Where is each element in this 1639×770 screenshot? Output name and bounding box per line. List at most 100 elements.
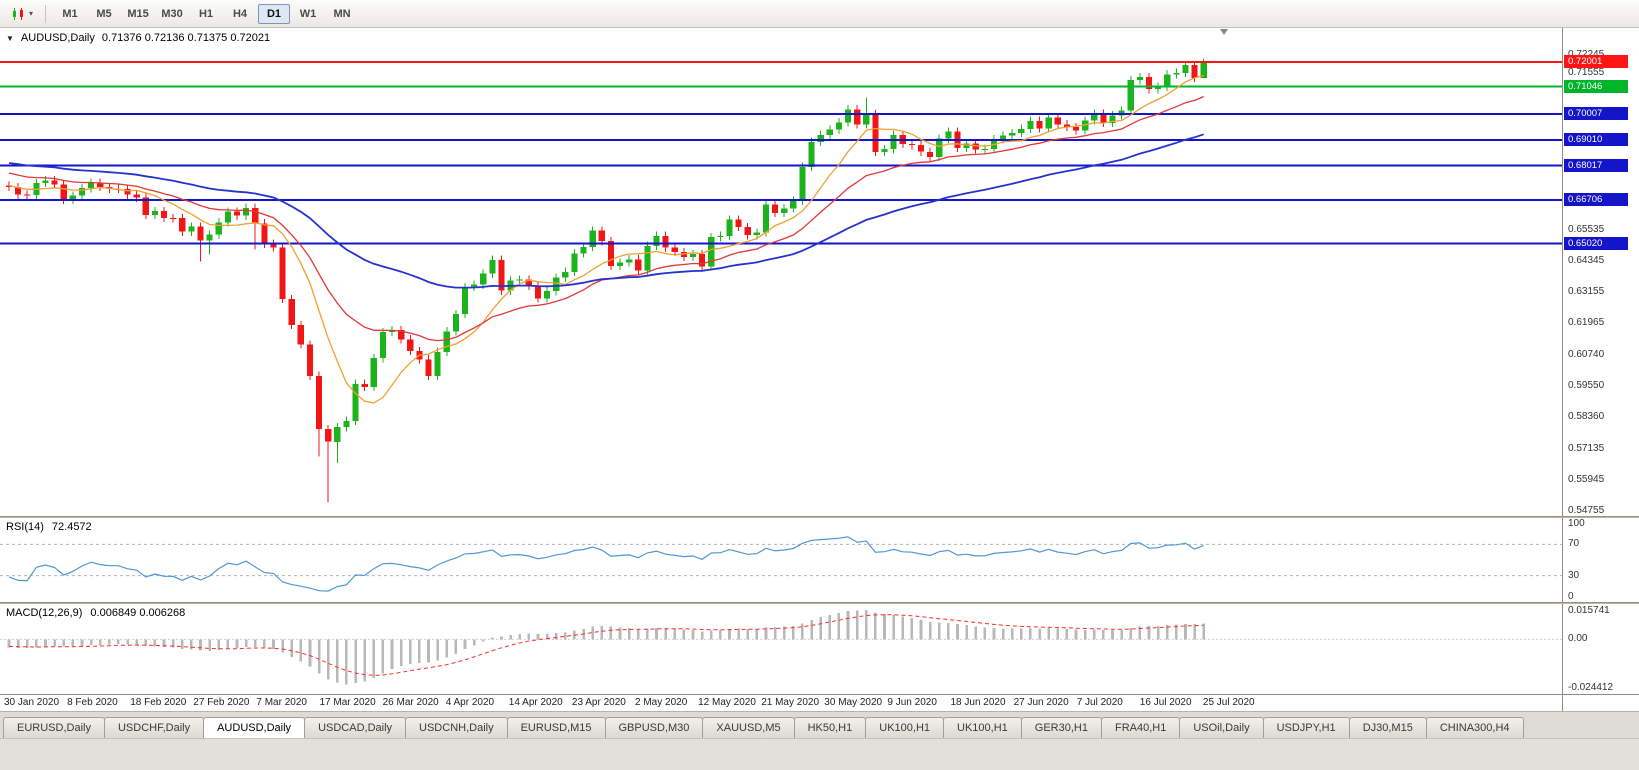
- timeframe-button-m15[interactable]: M15: [127, 7, 149, 20]
- chart-tab-ger30-h1[interactable]: GER30,H1: [1020, 717, 1102, 738]
- timeframe-button-m30[interactable]: M30: [161, 7, 183, 20]
- symbol-dropdown-icon[interactable]: ▼: [6, 33, 14, 43]
- chart-tab-hk50-h1[interactable]: HK50,H1: [793, 717, 867, 738]
- candlestick-chart-icon: [13, 7, 23, 20]
- chart-tab-xauusd-m5[interactable]: XAUUSD,M5: [702, 717, 795, 738]
- rsi-label: RSI(14): [6, 521, 44, 533]
- price-tick: 0.71555: [1568, 67, 1605, 79]
- price-level-badge: 0.71046: [1564, 80, 1628, 94]
- timeframe-toolbar: ▾ M1 M5 M15 M30 H1 H4 D1 W1 MN: [0, 0, 1639, 28]
- timeframe-button-m5[interactable]: M5: [96, 7, 112, 20]
- chart-tab-usoil-daily[interactable]: USOil,Daily: [1179, 717, 1264, 738]
- timeframe-button-h1[interactable]: H1: [198, 7, 214, 20]
- macd-title: MACD(12,26,9) 0.006849 0.006268: [6, 607, 185, 619]
- status-bar: [0, 738, 1639, 770]
- slow-ma-line: [8, 133, 1204, 289]
- chart-title-overlay: ▼ AUDUSD,Daily 0.71376 0.72136 0.71375 0…: [6, 32, 270, 44]
- chart-tab-gbpusd-m30[interactable]: GBPUSD,M30: [604, 717, 704, 738]
- rsi-value: 72.4572: [51, 521, 92, 533]
- panel-splitter[interactable]: [0, 602, 1639, 604]
- price-level-badge: 0.65020: [1564, 237, 1628, 251]
- timeframe-button-mn[interactable]: MN: [333, 7, 351, 20]
- price-tick: 0.54755: [1568, 505, 1605, 516]
- rsi-line: [8, 536, 1204, 592]
- price-tick: 0.61965: [1568, 317, 1605, 329]
- chart-tab-uk100-h1[interactable]: UK100,H1: [943, 717, 1022, 738]
- macd-axis[interactable]: 0.015741 0.00 -0.024412: [1562, 604, 1639, 694]
- rsi-panel: RSI(14) 72.4572 100 70 30 0: [0, 518, 1639, 602]
- date-label: 18 Feb 2020: [130, 697, 187, 708]
- candlestick-series: [5, 58, 1207, 503]
- horizontal-level-lines: [0, 60, 1562, 245]
- date-label: 25 Jul 2020: [1202, 697, 1255, 708]
- chart-tab-fra40-h1[interactable]: FRA40,H1: [1100, 717, 1181, 738]
- timeframe-button-w1[interactable]: W1: [299, 7, 317, 20]
- price-tick: 0.60740: [1568, 349, 1605, 361]
- price-tick: 0.57135: [1568, 443, 1605, 455]
- chart-tab-audusd-daily[interactable]: AUDUSD,Daily: [203, 717, 306, 738]
- chart-tab-eurusd-daily[interactable]: EURUSD,Daily: [3, 717, 105, 738]
- date-label: 7 Mar 2020: [256, 697, 307, 708]
- macd-values: 0.006849 0.006268: [90, 607, 186, 619]
- price-tick: 0.63155: [1568, 286, 1605, 298]
- rsi-axis-label: 100: [1568, 518, 1585, 529]
- date-label: 17 Mar 2020: [319, 697, 376, 708]
- rsi-axis[interactable]: 100 70 30 0: [1562, 518, 1639, 602]
- timeframe-button-m1[interactable]: M1: [62, 7, 78, 20]
- price-tick: 0.65535: [1568, 224, 1605, 236]
- macd-axis-label: 0.00: [1568, 633, 1588, 645]
- dropdown-caret-icon: ▾: [29, 9, 34, 18]
- time-axis[interactable]: 30 Jan 2020 8 Feb 2020 18 Feb 2020 27 Feb 2…: [0, 694, 1639, 711]
- timeframe-button-d1[interactable]: D1: [258, 3, 291, 24]
- chart-tab-china300-h4[interactable]: CHINA300,H4: [1425, 717, 1524, 738]
- timeframe-button-h4[interactable]: H4: [232, 7, 248, 20]
- chart-tab-eurusd-m15[interactable]: EURUSD,M15: [506, 717, 606, 738]
- date-label: 27 Feb 2020: [193, 697, 250, 708]
- date-label: 12 May 2020: [698, 697, 756, 708]
- price-panel: ▼ AUDUSD,Daily 0.71376 0.72136 0.71375 0…: [0, 28, 1639, 516]
- date-label: 18 Jun 2020: [950, 697, 1006, 708]
- rsi-canvas[interactable]: [0, 518, 1562, 602]
- chart-shift-marker: [1220, 29, 1228, 35]
- date-label: 30 May 2020: [824, 697, 883, 708]
- timeframe-buttons: M1 M5 M15 M30 H1 H4 D1 W1 MN: [53, 3, 359, 24]
- price-tick: 0.58360: [1568, 411, 1605, 423]
- chart-tab-dj30-m15[interactable]: DJ30,M15: [1348, 717, 1427, 738]
- rsi-axis-label: 30: [1568, 569, 1580, 581]
- date-label: 9 Jun 2020: [887, 697, 937, 708]
- panel-splitter[interactable]: [0, 516, 1639, 518]
- macd-axis-label: -0.024412: [1568, 682, 1614, 693]
- date-label: 27 Jun 2020: [1013, 697, 1069, 708]
- date-label: 21 May 2020: [761, 697, 820, 708]
- price-tick: 0.55945: [1568, 474, 1605, 486]
- chart-tab-usdchf-daily[interactable]: USDCHF,Daily: [103, 717, 205, 738]
- price-tick: 0.72245: [1568, 49, 1604, 60]
- macd-histogram: [7, 610, 1205, 685]
- date-label: 7 Jul 2020: [1076, 697, 1123, 708]
- chart-window: ▼ AUDUSD,Daily 0.71376 0.72136 0.71375 0…: [0, 28, 1639, 711]
- chart-tab-usdcnh-daily[interactable]: USDCNH,Daily: [405, 717, 508, 738]
- price-level-badge: 0.66706: [1564, 193, 1628, 207]
- rsi-title: RSI(14) 72.4572: [6, 521, 92, 533]
- date-label: 2 May 2020: [635, 697, 688, 708]
- macd-label: MACD(12,26,9): [6, 607, 83, 619]
- macd-canvas[interactable]: [0, 604, 1562, 694]
- date-label: 8 Feb 2020: [67, 697, 118, 708]
- price-level-badge: 0.72001: [1564, 55, 1628, 69]
- macd-axis-label: 0.015741: [1568, 605, 1610, 616]
- date-label: 30 Jan 2020: [4, 697, 60, 708]
- chart-tab-usdjpy-h1[interactable]: USDJPY,H1: [1262, 717, 1350, 738]
- price-chart-canvas[interactable]: [0, 28, 1562, 516]
- price-axis[interactable]: 0.722450.715550.708650.655350.643450.631…: [1562, 28, 1639, 516]
- date-label: 16 Jul 2020: [1139, 697, 1192, 708]
- chart-tab-usdcad-daily[interactable]: USDCAD,Daily: [304, 717, 407, 738]
- price-level-badge: 0.69010: [1564, 133, 1628, 147]
- date-label: 4 Apr 2020: [445, 697, 495, 708]
- chart-tab-uk100-h1[interactable]: UK100,H1: [865, 717, 945, 738]
- macd-panel: MACD(12,26,9) 0.006849 0.006268 0.015741…: [0, 604, 1639, 694]
- date-label: 26 Mar 2020: [382, 697, 439, 708]
- rsi-axis-label: 0: [1568, 591, 1574, 602]
- chart-type-button[interactable]: ▾: [6, 4, 38, 24]
- chart-symbol-period: AUDUSD,Daily: [20, 32, 95, 44]
